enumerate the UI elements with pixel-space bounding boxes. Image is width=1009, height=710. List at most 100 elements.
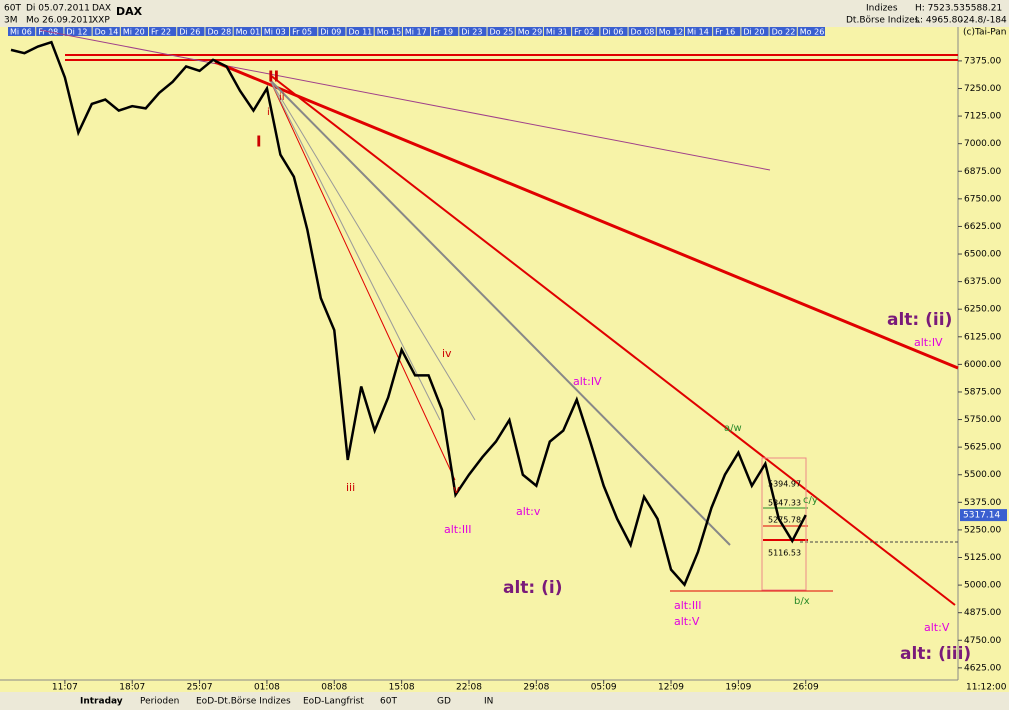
low: L: 4965.80 [915,16,963,26]
date-label: Mo 12 [659,28,684,37]
y-tick-label: 5750.00 [964,415,1001,425]
date-label: Fr 16 [715,28,735,37]
date-cell [684,27,713,36]
y-tick-label: 7250.00 [964,84,1001,94]
x-tick-label: 26:09 [793,683,819,693]
y-tick-label: 6625.00 [964,222,1001,232]
wave-label: b/x [794,596,810,607]
y-tick-label: 6875.00 [964,167,1001,177]
tab[interactable]: 60T [380,697,397,707]
wave-label: c/y [803,495,818,506]
y-tick-label: 6750.00 [964,194,1001,204]
date-label: Mo 15 [377,28,402,37]
tabs: Intraday Perioden EoD-Dt.Börse Indizes EoD-… [80,697,493,707]
copyright: (c)Tai-Pan [963,28,1006,38]
date-cell [374,27,402,36]
y-tick-label: 5000.00 [964,581,1001,591]
date-cell [177,27,205,36]
level-label: 5347.33 [768,499,801,508]
price-line [10,40,807,587]
date-label: Mi 17 [405,28,427,37]
date-cell [600,27,628,36]
date-label: Di 09 [320,28,341,37]
y-tick-label: 6500.00 [964,250,1001,260]
wave-label: alt:III [444,523,472,536]
date-label: Do 25 [490,28,514,37]
wave-label: v [453,483,460,496]
name: DAX [116,5,143,18]
date-cell [205,27,233,36]
date-cell [459,27,487,36]
date-label: Mi 03 [264,28,286,37]
trend-line [269,79,731,546]
date-label: Mo 29 [518,28,543,37]
wave-label: a/w [724,423,742,434]
date-label: Fr 22 [151,28,171,37]
y-tick-label: 5500.00 [964,470,1001,480]
date-cell [572,27,600,36]
x-tick-label: 19:09 [725,683,751,693]
date-label: Di 23 [461,28,482,37]
wave-label: alt:IV [914,336,943,349]
date-cell [769,27,797,36]
tab[interactable]: EoD-Dt.Börse Indizes [196,697,291,707]
tab[interactable]: EoD-Langfrist [303,697,364,707]
x-tick-label: 15:08 [389,683,415,693]
high: H: 7523.53 [915,4,965,14]
level-label: 5116.53 [768,549,801,558]
y-tick-label: 5250.00 [964,525,1001,535]
y-tick-label: 4875.00 [964,608,1001,618]
date-cell [656,27,684,36]
date-cell [318,27,346,36]
tab[interactable]: GD [437,697,451,707]
tab[interactable]: IN [484,697,493,707]
wave-label: iii [346,481,355,494]
date-label: Di 20 [743,28,764,37]
date-label: Do 14 [95,28,119,37]
date-label: Mo 01 [236,28,261,37]
exchange: Dt.Börse Indizes [846,16,920,26]
wave-label: iv [442,347,452,360]
tab[interactable]: Perioden [140,697,179,707]
date-label: Do 11 [348,28,372,37]
x-tick-label: 05:09 [591,683,617,693]
wave-label: alt:v [516,505,541,518]
x-tick-label: 01:08 [254,683,280,693]
range: 3M [4,16,18,26]
wave-label: alt:IV [573,375,602,388]
date-cell [797,27,825,36]
date-label: Do 22 [772,28,796,37]
wave-label: alt: (i) [503,578,563,598]
date-cell [515,27,543,36]
date-label: Fr 19 [433,28,453,37]
date-label: Do 08 [631,28,655,37]
tab[interactable]: Intraday [80,697,123,707]
trend-line [269,79,441,421]
y-tick-label: 7375.00 [964,56,1001,66]
y-tick-label: 5875.00 [964,387,1001,397]
clock: 11:12:00 [966,683,1007,693]
header-bar [0,0,1009,27]
date-label: Mi 06 [10,28,32,37]
date-label: Di 12 [66,28,87,37]
trend-line [214,60,959,370]
date-label: Mi 20 [123,28,145,37]
date-label: Fr 02 [574,28,594,37]
date-cell [713,27,741,36]
trend-line [39,29,771,171]
interval: 60T [4,4,21,14]
trend-line [269,79,476,421]
date-cell [92,27,120,36]
y-tick-label: 7000.00 [964,139,1001,149]
date-cell [346,27,374,36]
wave-label: alt: (iii) [900,644,971,664]
symbol: DAX [92,4,111,14]
fib-box [761,457,807,591]
date-cell [8,27,36,36]
date-label: Mi 14 [687,28,709,37]
date-label: Fr 05 [292,28,312,37]
date-label: Di 06 [602,28,623,37]
group: Indizes [866,4,898,14]
